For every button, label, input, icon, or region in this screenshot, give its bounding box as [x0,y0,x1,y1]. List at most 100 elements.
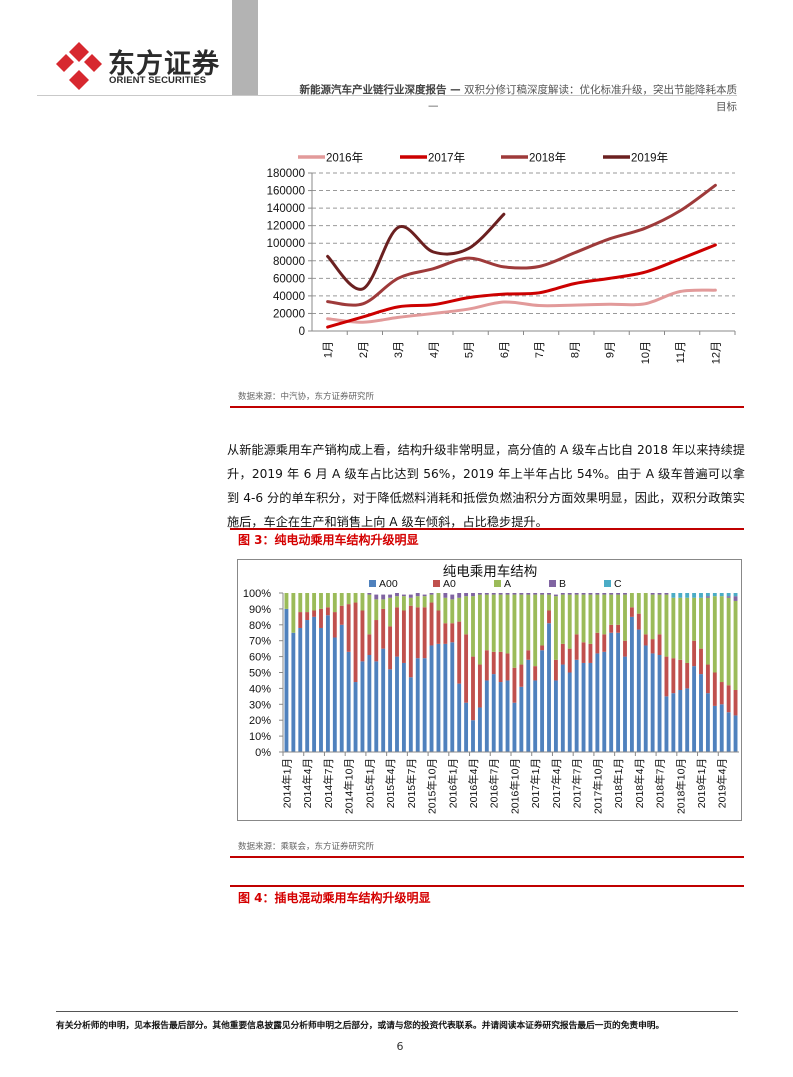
bar-segment-A00 [436,643,441,752]
logo-english-text: ORIENT SECURITIES [109,75,207,86]
y-tick-label: 50% [249,668,271,680]
report-title-dash: — [428,100,439,112]
bar-segment-A [664,594,669,657]
bar-segment-A00 [581,662,586,752]
bar-segment-B [657,593,662,595]
bar-segment-A0 [491,651,496,675]
x-tick-label: 2016年4月 [467,758,480,808]
bar-segment-A0 [726,685,731,713]
monthly-sales-line-chart: 0 20000 40000 60000 80000 100000 120000 140000 1… [267,151,736,364]
bar-segment-A0 [719,682,724,705]
bar-segment-A00 [381,648,386,752]
y-tick-label: 20% [249,715,271,727]
bar-segment-A [574,594,579,635]
bar-segment-B [408,594,413,598]
bar-segment-A00 [643,645,648,752]
bar-segment-A0 [664,656,669,697]
x-tick-label: 2015年7月 [405,758,418,808]
bar-segment-B [547,593,551,595]
figure4-top-rule [230,885,744,887]
bar-segment-A0 [401,610,406,663]
bar-segment-A0 [381,608,386,649]
x-tick-label: 9月 [605,341,617,358]
bar-segment-A0 [623,640,627,657]
legend-label: A00 [379,578,398,590]
bar-segment-B [609,593,614,595]
bar-segment-B [519,593,524,595]
bar-segment-A0 [395,607,399,657]
x-tick-label: 10月 [640,341,652,364]
bar-segment-A00 [519,686,524,752]
bar-segment-B [650,593,655,595]
y-tick-label: 100000 [267,238,305,250]
bar-segment-A0 [429,602,434,646]
bar-segment-A0 [692,640,697,667]
bar-segment-A [415,596,420,608]
bar-segment-A [477,594,482,665]
bar-segment-A [526,594,531,651]
bar-segment-A00 [422,658,427,752]
bar-segment-A00 [657,655,662,752]
y-tick-label: 0% [255,747,271,759]
bar-segment-A0 [332,612,337,638]
x-tick-label: 11月 [675,341,687,363]
bar-segment-B [388,594,393,598]
bar-segment-B [505,593,510,595]
bar-segment-A [671,597,676,659]
bar-segment-C [699,593,703,598]
bar-segment-B [726,596,731,598]
bar-segment-A [609,594,614,625]
bar-segment-B [623,593,627,595]
bar-segment-A00 [319,627,323,752]
x-tick-label: 2016年10月 [508,758,521,814]
x-tick-label: 2018年4月 [633,758,646,808]
bar-segment-B [581,593,586,595]
x-tick-label: 2018年10月 [674,758,687,814]
bar-segment-A00 [312,616,317,752]
y-tick-label: 120000 [267,221,305,233]
bar-segment-B [374,594,379,600]
chart-title: 纯电乘用车结构 [443,563,538,579]
x-tick-label: 8月 [569,341,581,358]
bar-segment-A0 [519,664,524,687]
bar-segment-A0 [512,667,517,703]
bar-segment-A00 [367,655,372,752]
bar-segment-A0 [464,634,469,703]
bar-segment-A [491,594,496,652]
orient-diamond-logo-icon [56,42,102,90]
bar-segment-A [512,594,517,668]
bar-segment-A [464,596,469,635]
bar-segment-A [623,594,627,641]
bar-segment-A00 [284,608,289,752]
x-tick-label: 2019年4月 [716,758,729,808]
bar-segment-A00 [360,661,365,752]
bar-segment-A0 [312,610,317,617]
x-tick-label: 4月 [428,341,440,358]
x-tick-label: 1月 [323,341,335,358]
page-number: 6 [396,1040,404,1053]
bar-segment-A00 [588,662,593,752]
bar-segment-A00 [401,662,406,752]
legend-label: B [559,578,566,590]
x-tick-label: 2015年1月 [363,758,376,808]
bar-segment-A [719,596,724,683]
company-logo: 东方证券 ORIENT SECURITIES [36,40,236,90]
bar-segment-B [477,593,482,595]
bar-segment-A00 [650,653,655,752]
bar-segment-A00 [415,658,420,752]
bar-segment-B [429,593,434,595]
line-series-2016年 [326,288,717,324]
bar-segment-A [450,599,455,624]
bar-segment-A [602,594,607,635]
x-tick-label: 2019年1月 [695,758,708,808]
bar-segment-A00 [692,666,697,752]
bar-segment-A [685,597,690,663]
bar-segment-A0 [339,605,344,625]
bar-segment-A0 [574,634,579,660]
legend-label: C [614,578,622,590]
bar-segment-A00 [353,682,358,752]
bar-segment-A0 [498,651,503,683]
bar-segment-A0 [643,634,648,646]
legend-swatch [369,580,376,587]
bar-segment-B [540,593,545,595]
